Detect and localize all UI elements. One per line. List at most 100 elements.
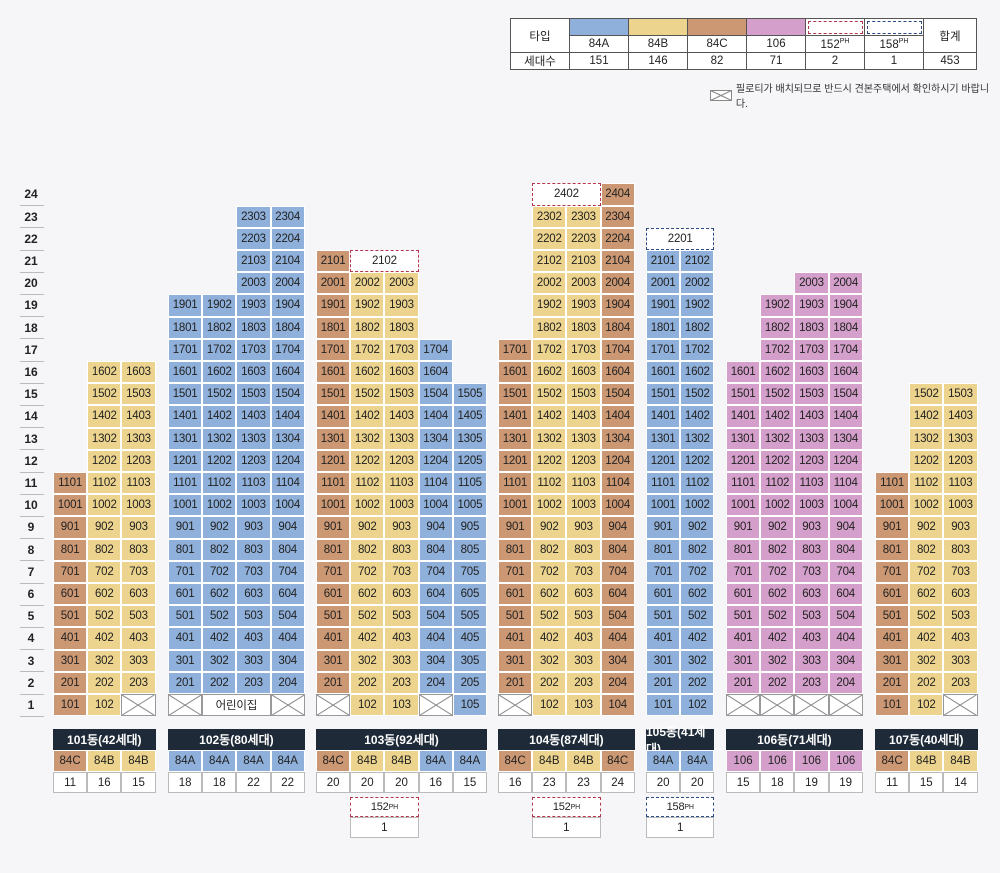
unit-1305-b3: 1305 xyxy=(452,427,487,450)
unit-1002-b5: 1002 xyxy=(680,494,715,517)
unit-1802-b6: 1802 xyxy=(760,316,795,339)
unit-404-b3: 404 xyxy=(418,627,453,650)
unit-602-b3: 602 xyxy=(350,583,385,606)
unit-604-b3: 604 xyxy=(418,583,453,606)
unit-1301-b5: 1301 xyxy=(646,427,681,450)
unit-1804-b4: 1804 xyxy=(600,316,635,339)
unit-1502-b5: 1502 xyxy=(680,383,715,406)
unit-605-b3: 605 xyxy=(452,583,487,606)
unit-1401-b3: 1401 xyxy=(316,405,351,428)
unit-801-b4: 801 xyxy=(498,538,533,561)
floor-divider xyxy=(20,671,44,673)
floor-divider xyxy=(20,382,44,384)
penthouse-unit: 2201 xyxy=(646,227,715,250)
floor-divider xyxy=(20,360,44,362)
floor-divider xyxy=(20,271,44,273)
pilotis-cell xyxy=(726,694,761,717)
unit-2102-b4: 2102 xyxy=(532,250,567,273)
unit-1302-b2: 1302 xyxy=(202,427,237,450)
unit-2004-b2: 2004 xyxy=(270,272,305,295)
unit-1502-b7: 1502 xyxy=(909,383,944,406)
unit-303-b3: 303 xyxy=(384,649,419,672)
floor-label: 23 xyxy=(24,209,38,224)
unit-1204-b3: 1204 xyxy=(418,449,453,472)
unit-901-b4: 901 xyxy=(498,516,533,539)
unit-401-b3: 401 xyxy=(316,627,351,650)
unit-904-b6: 904 xyxy=(828,516,863,539)
building-count-cell: 11 xyxy=(53,772,88,793)
unit-1101-b7: 1101 xyxy=(875,472,910,495)
unit-801-b2: 801 xyxy=(168,538,203,561)
floor-divider xyxy=(20,338,44,340)
unit-503-b7: 503 xyxy=(943,605,978,628)
building-count-cell: 22 xyxy=(236,772,271,793)
unit-303-b7: 303 xyxy=(943,649,978,672)
unit-804-b6: 804 xyxy=(828,538,863,561)
floor-label: 12 xyxy=(24,453,38,468)
unit-1303-b6: 1303 xyxy=(794,427,829,450)
legend-swatch-152ph xyxy=(805,18,865,36)
unit-201-b3: 201 xyxy=(316,671,351,694)
unit-902-b7: 902 xyxy=(909,516,944,539)
unit-705-b3: 705 xyxy=(452,560,487,583)
unit-1701-b3: 1701 xyxy=(316,338,351,361)
legend-swatch-84A xyxy=(569,18,629,36)
floor-label: 3 xyxy=(27,653,35,668)
unit-2203-b4: 2203 xyxy=(566,227,601,250)
building-count-cell: 15 xyxy=(121,772,156,793)
legend-swatch-106 xyxy=(746,18,806,36)
floor-label: 22 xyxy=(24,231,38,246)
unit-1501-b5: 1501 xyxy=(646,383,681,406)
unit-1803-b2: 1803 xyxy=(236,316,271,339)
legend-count-84C: 82 xyxy=(687,52,747,70)
unit-1204-b2: 1204 xyxy=(270,449,305,472)
building-type-cell: 84B xyxy=(532,750,567,772)
unit-1101-b6: 1101 xyxy=(726,472,761,495)
penthouse-count: 1 xyxy=(646,817,715,838)
unit-1101-b3: 1101 xyxy=(316,472,351,495)
unit-2304-b2: 2304 xyxy=(270,205,305,228)
unit-1402-b4: 1402 xyxy=(532,405,567,428)
building-type-cell: 106 xyxy=(726,750,761,772)
unit-204-b3: 204 xyxy=(418,671,453,694)
unit-803-b1: 803 xyxy=(121,538,156,561)
unit-1804-b2: 1804 xyxy=(270,316,305,339)
unit-1401-b4: 1401 xyxy=(498,405,533,428)
floor-label: 4 xyxy=(27,631,35,646)
unit-403-b1: 403 xyxy=(121,627,156,650)
unit-1204-b4: 1204 xyxy=(600,449,635,472)
unit-701-b5: 701 xyxy=(646,560,681,583)
unit-2102-b5: 2102 xyxy=(680,250,715,273)
unit-2002-b4: 2002 xyxy=(532,272,567,295)
unit-1302-b5: 1302 xyxy=(680,427,715,450)
unit-603-b6: 603 xyxy=(794,583,829,606)
unit-504-b4: 504 xyxy=(600,605,635,628)
floor-label: 15 xyxy=(24,387,38,402)
building-type-cell: 84A xyxy=(270,750,305,772)
unit-403-b3: 403 xyxy=(384,627,419,650)
unit-802-b3: 802 xyxy=(350,538,385,561)
unit-702-b4: 702 xyxy=(532,560,567,583)
building-type-cell: 84B xyxy=(909,750,944,772)
unit-301-b5: 301 xyxy=(646,649,681,672)
unit-1005-b3: 1005 xyxy=(452,494,487,517)
legend-type-152ph: 152PH xyxy=(805,35,865,53)
unit-1602-b2: 1602 xyxy=(202,361,237,384)
unit-604-b6: 604 xyxy=(828,583,863,606)
building-count-cell: 16 xyxy=(498,772,533,793)
unit-303-b1: 303 xyxy=(121,649,156,672)
building-type-cell: 84C xyxy=(53,750,88,772)
unit-103-b4: 103 xyxy=(566,694,601,717)
unit-502-b5: 502 xyxy=(680,605,715,628)
unit-1901-b3: 1901 xyxy=(316,294,351,317)
unit-1601-b6: 1601 xyxy=(726,361,761,384)
unit-301-b4: 301 xyxy=(498,649,533,672)
building-count-cell: 18 xyxy=(168,772,203,793)
unit-601-b3: 601 xyxy=(316,583,351,606)
unit-401-b6: 401 xyxy=(726,627,761,650)
unit-804-b4: 804 xyxy=(600,538,635,561)
unit-603-b2: 603 xyxy=(236,583,271,606)
unit-2003-b4: 2003 xyxy=(566,272,601,295)
unit-802-b6: 802 xyxy=(760,538,795,561)
unit-303-b4: 303 xyxy=(566,649,601,672)
